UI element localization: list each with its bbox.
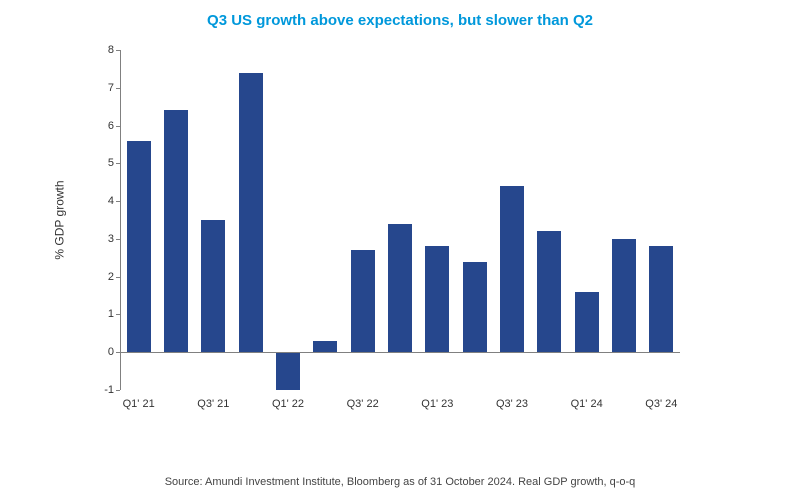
bar — [351, 250, 375, 352]
y-tick-mark — [116, 239, 120, 240]
x-tick-label: Q1' 22 — [272, 398, 304, 410]
bar — [239, 73, 263, 353]
y-tick-label: 1 — [96, 308, 114, 320]
x-tick-label: Q1' 23 — [421, 398, 453, 410]
y-tick-mark — [116, 50, 120, 51]
y-tick-label: -1 — [96, 384, 114, 396]
y-tick-mark — [116, 277, 120, 278]
source-note: Source: Amundi Investment Institute, Blo… — [0, 476, 800, 488]
bar — [575, 292, 599, 352]
bar — [276, 352, 300, 390]
plot-region: -1012345678Q1' 21Q3' 21Q1' 22Q3' 22Q1' 2… — [120, 50, 680, 390]
y-tick-label: 5 — [96, 157, 114, 169]
bar — [649, 246, 673, 352]
y-tick-label: 8 — [96, 44, 114, 56]
y-tick-label: 4 — [96, 195, 114, 207]
bar — [537, 231, 561, 352]
y-tick-mark — [116, 390, 120, 391]
y-tick-label: 6 — [96, 120, 114, 132]
chart-area: % GDP growth -1012345678Q1' 21Q3' 21Q1' … — [120, 50, 680, 420]
x-tick-label: Q1' 24 — [571, 398, 603, 410]
y-axis-label: % GDP growth — [53, 180, 67, 259]
bar — [164, 110, 188, 352]
y-tick-mark — [116, 126, 120, 127]
x-tick-label: Q1' 21 — [123, 398, 155, 410]
y-tick-label: 0 — [96, 346, 114, 358]
y-tick-label: 2 — [96, 271, 114, 283]
y-tick-mark — [116, 352, 120, 353]
x-tick-label: Q3' 21 — [197, 398, 229, 410]
y-tick-mark — [116, 201, 120, 202]
bar — [201, 220, 225, 352]
y-tick-mark — [116, 163, 120, 164]
bar — [425, 246, 449, 352]
y-tick-mark — [116, 314, 120, 315]
y-tick-label: 3 — [96, 233, 114, 245]
x-tick-label: Q3' 23 — [496, 398, 528, 410]
x-tick-label: Q3' 22 — [347, 398, 379, 410]
bar — [463, 262, 487, 353]
y-tick-label: 7 — [96, 82, 114, 94]
chart-title: Q3 US growth above expectations, but slo… — [0, 12, 800, 29]
y-axis-label-wrap: % GDP growth — [50, 50, 70, 390]
bar — [612, 239, 636, 352]
bar — [127, 141, 151, 353]
bar — [500, 186, 524, 352]
bar — [388, 224, 412, 352]
bars-group — [120, 50, 680, 390]
x-axis-line — [120, 352, 680, 353]
y-tick-mark — [116, 88, 120, 89]
bar — [313, 341, 337, 352]
x-tick-label: Q3' 24 — [645, 398, 677, 410]
